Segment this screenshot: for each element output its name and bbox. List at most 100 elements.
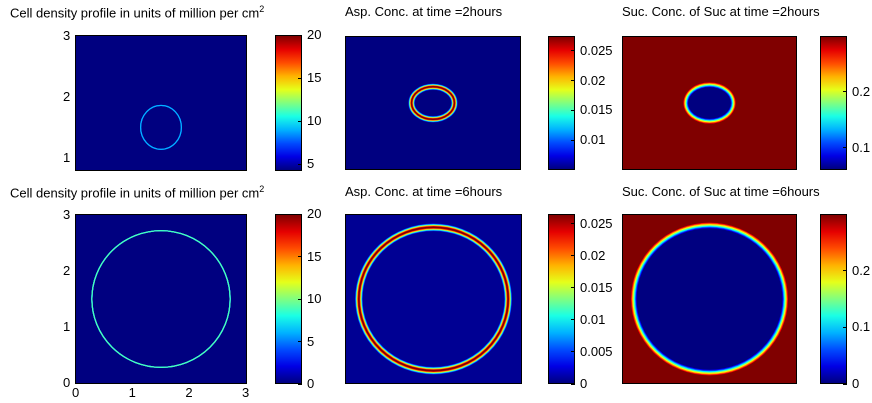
colorbar-tick-label: 10 xyxy=(307,291,322,306)
heatmap-image xyxy=(75,35,247,171)
y-tick-label: 2 xyxy=(63,263,71,278)
colorbar-tick-label: 0.01 xyxy=(580,311,606,327)
panel-title-text: Cell density profile in units of million… xyxy=(10,185,260,201)
colorbar-tick-label: 0.025 xyxy=(580,215,613,231)
y-tick-label: 2 xyxy=(63,88,71,104)
panel-title: Cell density profile in units of million… xyxy=(10,4,264,20)
colorbar-tick-mark xyxy=(298,298,302,300)
colorbar-tick-mark xyxy=(571,351,575,353)
ring-band xyxy=(139,104,182,150)
ring-band xyxy=(91,230,231,368)
colorbar xyxy=(275,35,302,171)
colorbar xyxy=(820,214,847,384)
colorbar-tick-label: 20 xyxy=(307,206,322,221)
colorbar-tick-label: 15 xyxy=(307,248,322,264)
heatmap-svg xyxy=(346,37,520,169)
heatmap-image xyxy=(622,214,797,384)
colorbar-tick-mark xyxy=(298,341,302,342)
colorbar-tick-mark xyxy=(843,91,847,93)
colorbar-tick-mark xyxy=(571,383,575,385)
colorbar-tick-mark xyxy=(298,120,302,122)
ring-band xyxy=(358,226,509,372)
colorbar-tick-label: 0.025 xyxy=(580,42,613,58)
colorbar xyxy=(548,36,575,170)
x-tick-label: 0 xyxy=(72,385,80,400)
colorbar-tick-label: 0 xyxy=(580,376,588,391)
panel-title-text: Asp. Conc. at time =6hours xyxy=(345,184,503,199)
y-tick-label: 1 xyxy=(63,149,71,165)
heatmap-svg xyxy=(623,37,796,169)
panel-title: Asp. Conc. at time =6hours xyxy=(345,184,502,199)
colorbar-tick-mark xyxy=(571,139,575,141)
colorbar-tick-mark xyxy=(298,383,302,385)
heatmap-image xyxy=(345,36,521,170)
disk-band xyxy=(688,87,731,119)
colorbar-tick-label: 0.2 xyxy=(852,262,871,278)
colorbar-tick-mark xyxy=(843,326,847,328)
colorbar-tick-mark xyxy=(571,223,575,225)
colorbar-tick-label: 5 xyxy=(307,156,315,172)
colorbar-tick-label: 0 xyxy=(852,376,860,391)
y-tick-label: 0 xyxy=(63,375,71,390)
colorbar xyxy=(548,214,575,384)
colorbar-tick-label: 0.02 xyxy=(580,247,606,263)
colorbar-tick-mark xyxy=(571,319,575,321)
heatmap-svg xyxy=(76,36,246,170)
heatmap-svg xyxy=(623,215,796,383)
colorbar-tick-mark xyxy=(571,109,575,111)
heatmap-svg xyxy=(346,215,521,383)
x-tick-label: 2 xyxy=(185,385,193,400)
colorbar-tick-mark xyxy=(571,50,575,52)
colorbar-tick-mark xyxy=(571,80,575,82)
colorbar-tick-label: 0.1 xyxy=(852,319,871,335)
x-tick-label: 3 xyxy=(242,385,250,400)
colorbar-tick-mark xyxy=(571,287,575,289)
heatmap-svg xyxy=(76,215,246,383)
panel-title: Cell density profile in units of million… xyxy=(10,184,264,200)
disk-band xyxy=(636,228,783,370)
panel-title-text: Asp. Conc. at time =2hours xyxy=(345,4,503,19)
heatmap-background xyxy=(346,215,521,383)
y-tick-label: 1 xyxy=(63,319,71,334)
heatmap-background xyxy=(76,36,246,170)
panel-title: Asp. Conc. at time =2hours xyxy=(345,4,502,19)
colorbar-tick-label: 0.02 xyxy=(580,72,606,88)
colorbar-tick-mark xyxy=(298,34,302,36)
title-superscript: 2 xyxy=(259,4,265,14)
colorbar-tick-mark xyxy=(298,213,302,215)
y-tick-label: 3 xyxy=(63,207,71,222)
colorbar-tick-label: 0.2 xyxy=(852,83,871,99)
panel-title-text: Suc. Conc. of Suc at time =2hours xyxy=(622,4,820,19)
panel-title-text: Suc. Conc. of Suc at time =6hours xyxy=(622,184,820,199)
colorbar-tick-mark xyxy=(843,270,847,272)
heatmap-image xyxy=(622,36,797,170)
colorbar-tick-label: 15 xyxy=(307,70,322,86)
colorbar-tick-label: 0.005 xyxy=(580,343,613,359)
colorbar-tick-mark xyxy=(298,256,302,257)
colorbar xyxy=(275,214,302,384)
colorbar-tick-label: 0.015 xyxy=(580,279,613,295)
colorbar-tick-mark xyxy=(571,255,575,257)
colorbar-tick-mark xyxy=(298,77,302,79)
colorbar-tick-label: 5 xyxy=(307,333,315,349)
y-tick-label: 3 xyxy=(63,28,71,43)
x-tick-label: 1 xyxy=(128,385,136,400)
heatmap-image xyxy=(345,214,522,384)
heatmap-background xyxy=(346,37,520,169)
heatmap-image xyxy=(75,214,247,384)
heatmap-background xyxy=(76,215,246,383)
colorbar-tick-mark xyxy=(298,163,302,165)
title-superscript: 2 xyxy=(259,184,265,194)
colorbar-tick-label: 0.1 xyxy=(852,139,871,155)
panel-title: Suc. Conc. of Suc at time =6hours xyxy=(622,184,820,199)
panel-title-text: Cell density profile in units of million… xyxy=(10,5,260,21)
colorbar-tick-label: 0.01 xyxy=(580,132,606,148)
colorbar-tick-label: 0.015 xyxy=(580,102,613,118)
panel-title: Suc. Conc. of Suc at time =2hours xyxy=(622,4,820,19)
colorbar-tick-mark xyxy=(843,383,847,385)
colorbar xyxy=(820,36,847,170)
colorbar-tick-label: 0 xyxy=(307,376,315,391)
colorbar-tick-label: 20 xyxy=(307,27,322,42)
colorbar-tick-mark xyxy=(843,147,847,149)
colorbar-tick-label: 10 xyxy=(307,113,322,129)
